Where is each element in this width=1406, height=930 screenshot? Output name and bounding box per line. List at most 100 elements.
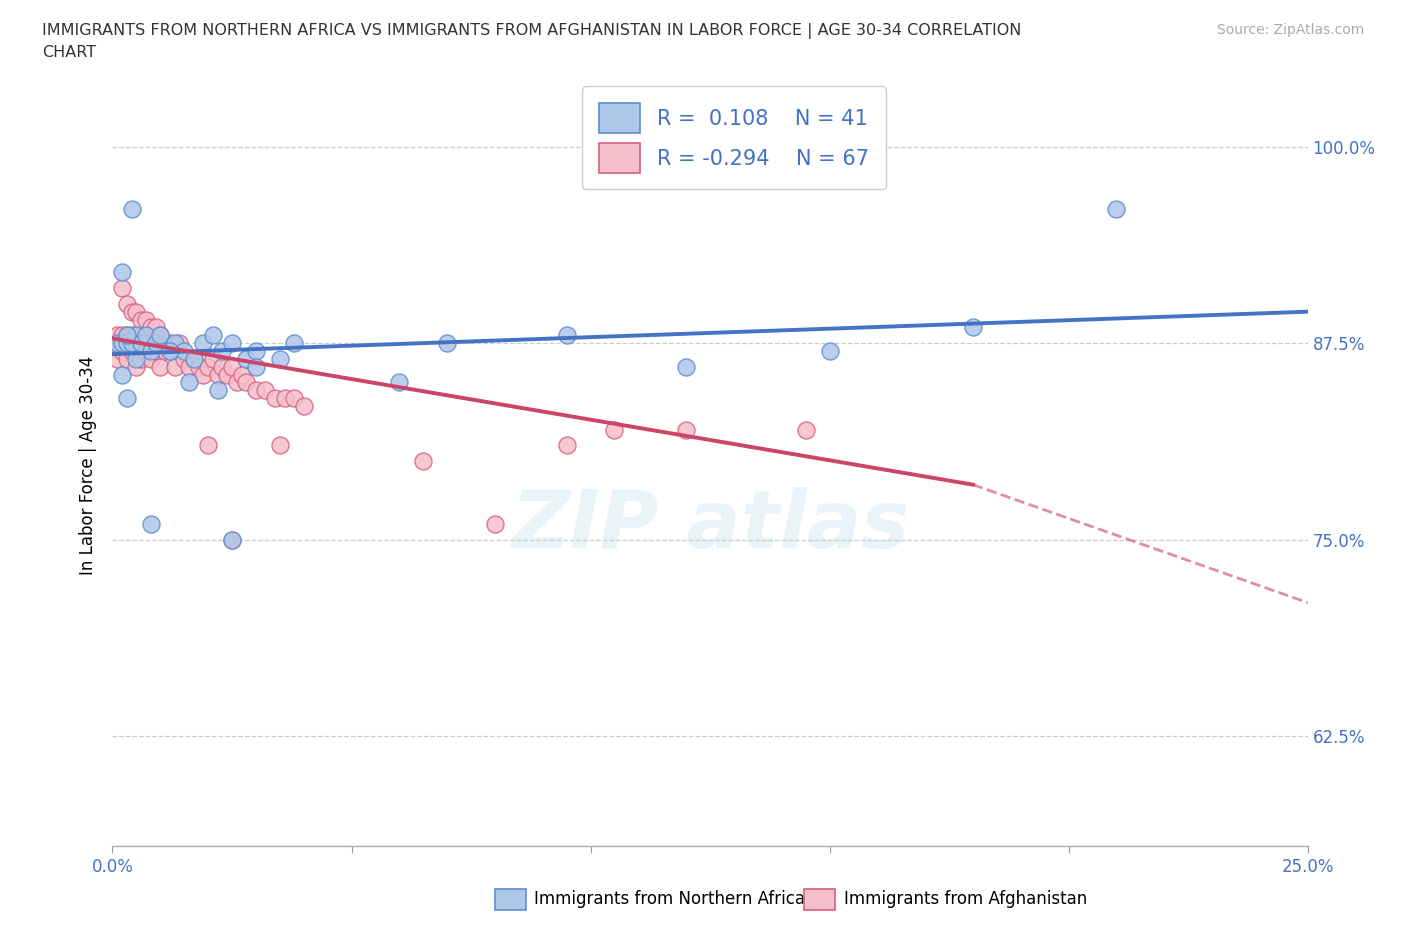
Point — [111, 328, 134, 343]
Point — [163, 359, 186, 374]
Point — [121, 343, 143, 358]
Point — [221, 336, 243, 351]
Point — [245, 383, 267, 398]
Point — [139, 343, 162, 358]
Point — [211, 343, 233, 358]
Point — [221, 532, 243, 547]
Point — [269, 352, 291, 366]
Point — [115, 336, 138, 351]
Point — [125, 359, 148, 374]
Point — [111, 336, 134, 351]
Point — [139, 320, 162, 335]
Point — [159, 343, 181, 358]
Point — [135, 336, 157, 351]
Text: CHART: CHART — [42, 45, 96, 60]
Point — [139, 336, 162, 351]
Point — [235, 352, 257, 366]
Point — [436, 336, 458, 351]
Point — [177, 375, 200, 390]
Point — [193, 367, 215, 382]
Point — [125, 352, 148, 366]
Legend: R =  0.108    N = 41, R = -0.294    N = 67: R = 0.108 N = 41, R = -0.294 N = 67 — [582, 86, 886, 189]
Point — [169, 336, 191, 351]
Point — [145, 320, 167, 335]
Point — [201, 328, 224, 343]
Point — [211, 359, 233, 374]
Point — [145, 343, 167, 358]
Point — [111, 336, 134, 351]
Point — [412, 454, 434, 469]
Point — [245, 343, 267, 358]
Point — [1105, 202, 1128, 217]
Point — [105, 328, 128, 343]
Point — [484, 516, 506, 531]
Point — [129, 336, 152, 351]
Point — [173, 352, 195, 366]
Point — [145, 336, 167, 351]
Point — [145, 336, 167, 351]
Point — [135, 328, 157, 343]
Point — [163, 336, 186, 351]
Point — [149, 336, 172, 351]
Point — [135, 343, 157, 358]
Point — [225, 375, 247, 390]
Point — [149, 328, 172, 343]
Point — [254, 383, 277, 398]
Point — [153, 343, 176, 358]
Point — [115, 336, 138, 351]
Point — [675, 359, 697, 374]
Point — [115, 352, 138, 366]
Point — [273, 391, 295, 405]
Text: Source: ZipAtlas.com: Source: ZipAtlas.com — [1216, 23, 1364, 37]
Point — [111, 367, 134, 382]
Point — [105, 352, 128, 366]
Point — [115, 328, 138, 343]
Point — [111, 343, 134, 358]
Point — [105, 336, 128, 351]
Point — [283, 391, 305, 405]
Point — [111, 281, 134, 296]
Point — [129, 352, 152, 366]
Point — [149, 359, 172, 374]
Point — [197, 438, 219, 453]
Y-axis label: In Labor Force | Age 30-34: In Labor Force | Age 30-34 — [79, 355, 97, 575]
Point — [149, 328, 172, 343]
Point — [183, 352, 205, 366]
Point — [235, 375, 257, 390]
Point — [283, 336, 305, 351]
Point — [201, 352, 224, 366]
Point — [217, 367, 239, 382]
Point — [173, 343, 195, 358]
Text: Immigrants from Northern Africa: Immigrants from Northern Africa — [534, 890, 806, 909]
Point — [105, 336, 128, 351]
Text: IMMIGRANTS FROM NORTHERN AFRICA VS IMMIGRANTS FROM AFGHANISTAN IN LABOR FORCE | : IMMIGRANTS FROM NORTHERN AFRICA VS IMMIG… — [42, 23, 1022, 39]
Point — [125, 304, 148, 319]
Point — [139, 516, 162, 531]
Point — [388, 375, 411, 390]
Point — [269, 438, 291, 453]
Point — [129, 312, 152, 327]
Point — [121, 328, 143, 343]
Point — [555, 328, 578, 343]
Point — [115, 391, 138, 405]
Point — [111, 265, 134, 280]
Point — [125, 336, 148, 351]
Point — [159, 343, 181, 358]
Point — [121, 336, 143, 351]
Point — [121, 336, 143, 351]
Point — [245, 359, 267, 374]
Point — [159, 336, 181, 351]
Point — [129, 336, 152, 351]
Text: ZIP atlas: ZIP atlas — [510, 487, 910, 565]
Point — [115, 328, 138, 343]
Point — [121, 202, 143, 217]
Point — [125, 328, 148, 343]
Point — [121, 304, 143, 319]
Point — [177, 359, 200, 374]
Point — [675, 422, 697, 437]
Point — [555, 438, 578, 453]
Point — [231, 367, 253, 382]
Point — [187, 359, 209, 374]
Point — [183, 352, 205, 366]
Point — [292, 399, 315, 414]
